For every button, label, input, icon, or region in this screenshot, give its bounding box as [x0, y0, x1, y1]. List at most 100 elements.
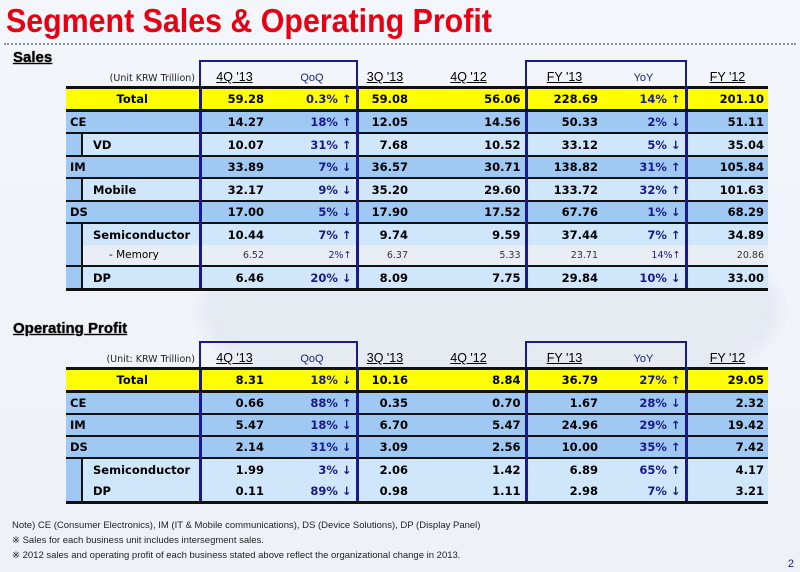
cell: 7.75 [412, 265, 526, 291]
col-header: YoY [602, 341, 687, 369]
cell: 32% ↑ [602, 177, 688, 201]
col-header: QoQ [268, 341, 358, 369]
row-label: Semiconductor [82, 457, 200, 480]
cell: 0.3% ↑ [268, 86, 359, 112]
cell: 32.17 [198, 177, 268, 201]
sales-section-title: Sales [13, 49, 53, 66]
row-label: Semiconductor [82, 222, 200, 245]
row-label: DS [66, 435, 200, 458]
cell: 14.27 [198, 110, 268, 133]
cell: 89% ↓ [268, 480, 359, 504]
cell: 10.16 [357, 367, 412, 393]
indent-gutter [66, 177, 83, 201]
col-header: 4Q '12 [450, 351, 487, 365]
cell: 5.47 [198, 413, 268, 436]
cell: 37.44 [524, 222, 602, 245]
page-title: Segment Sales & Operating Profit [6, 2, 492, 39]
title-divider [4, 43, 796, 45]
sales-unit-label: (Unit KRW Trillion) [109, 73, 195, 84]
cell: 31% ↑ [602, 155, 688, 178]
cell: 105.84 [686, 155, 768, 178]
cell: 0.70 [412, 391, 526, 414]
cell: 10.07 [198, 132, 268, 156]
cell: 9.74 [357, 222, 412, 245]
footnotes: Note) CE (Consumer Electronics), IM (IT … [12, 518, 480, 563]
cell: 228.69 [524, 86, 602, 112]
cell: 3.21 [686, 480, 768, 504]
table-row: IM 33.89 7% ↓ 36.57 30.71 138.82 31% ↑ 1… [66, 155, 768, 178]
row-label: CE [66, 391, 200, 414]
row-label: Mobile [82, 177, 200, 201]
cell: 0.11 [198, 480, 268, 504]
cell: 51.11 [686, 110, 768, 133]
cell: 2%↑ [268, 245, 359, 266]
cell: 35% ↑ [602, 435, 688, 458]
col-header: 3Q '13 [366, 351, 404, 365]
cell: 7.42 [686, 435, 768, 458]
cell: 10.00 [524, 435, 602, 458]
cell: 30.71 [412, 155, 526, 178]
col-header: 4Q '12 [450, 70, 487, 84]
cell: 10.44 [198, 222, 268, 245]
col-header: FY '13 [525, 60, 602, 88]
cell: 18% ↓ [268, 413, 359, 436]
cell: 2% ↓ [602, 110, 688, 133]
table-row: Total 8.31 18% ↓ 10.16 8.84 36.79 27% ↑ … [66, 367, 768, 393]
row-label: IM [66, 155, 200, 178]
table-row: Semiconductor 10.44 7% ↑ 9.74 9.59 37.44… [66, 222, 768, 245]
footnote: Note) CE (Consumer Electronics), IM (IT … [12, 520, 481, 531]
op-unit-label: (Unit: KRW Trillion) [106, 354, 195, 365]
table-row: CE 14.27 18% ↑ 12.05 14.56 50.33 2% ↓ 51… [66, 110, 768, 133]
cell: 27% ↑ [602, 367, 688, 393]
cell: 59.08 [357, 86, 412, 112]
row-label: VD [82, 132, 200, 156]
cell: 1.42 [412, 457, 526, 480]
cell: 7% ↑ [268, 222, 359, 245]
cell: 50.33 [524, 110, 602, 133]
cell: 7% ↓ [602, 480, 688, 504]
cell: 36.57 [357, 155, 412, 178]
cell: 68.29 [686, 200, 768, 223]
row-label: Total [66, 86, 200, 112]
cell: 17.52 [412, 200, 526, 223]
cell: 8.31 [198, 367, 268, 393]
cell: 6.70 [357, 413, 412, 436]
indent-gutter [66, 222, 83, 245]
cell: 9% ↓ [268, 177, 359, 201]
cell: 1.99 [198, 457, 268, 480]
cell: 2.14 [198, 435, 268, 458]
cell: 138.82 [524, 155, 602, 178]
cell: 59.28 [198, 86, 268, 112]
cell: 24.96 [524, 413, 602, 436]
indent-gutter [66, 245, 83, 266]
indent-gutter [66, 457, 83, 480]
table-row: DS 17.00 5% ↓ 17.90 17.52 67.76 1% ↓ 68.… [66, 200, 768, 223]
operating-profit-table: (Unit: KRW Trillion) 4Q '13 QoQ 3Q '13 4… [66, 341, 768, 504]
cell: 7% ↓ [268, 155, 359, 178]
cell: 1% ↓ [602, 200, 688, 223]
col-header: QoQ [268, 60, 358, 88]
cell: 31% ↑ [268, 132, 359, 156]
operating-profit-section-title: Operating Profit [13, 320, 128, 337]
cell: 10% ↓ [602, 265, 688, 291]
cell: 28% ↓ [602, 391, 688, 414]
cell: 31% ↓ [268, 435, 359, 458]
cell: 17.00 [198, 200, 268, 223]
cell: 5% ↓ [268, 200, 359, 223]
table-row: VD 10.07 31% ↑ 7.68 10.52 33.12 5% ↓ 35.… [66, 132, 768, 156]
col-header: FY '12 [709, 351, 746, 365]
table-row: DS 2.14 31% ↓ 3.09 2.56 10.00 35% ↑ 7.42 [66, 435, 768, 458]
cell: 9.59 [412, 222, 526, 245]
cell: 1.67 [524, 391, 602, 414]
table-row: Mobile 32.17 9% ↓ 35.20 29.60 133.72 32%… [66, 177, 768, 201]
cell: 33.12 [524, 132, 602, 156]
cell: 18% ↑ [268, 110, 359, 133]
cell: 7.68 [357, 132, 412, 156]
cell: 2.56 [412, 435, 526, 458]
row-label: DP [82, 480, 200, 504]
cell: 201.10 [686, 86, 768, 112]
cell: 10.52 [412, 132, 526, 156]
sales-table: (Unit KRW Trillion) 4Q '13 QoQ 3Q '13 4Q… [66, 60, 768, 291]
cell: 0.98 [357, 480, 412, 504]
cell: 29.84 [524, 265, 602, 291]
